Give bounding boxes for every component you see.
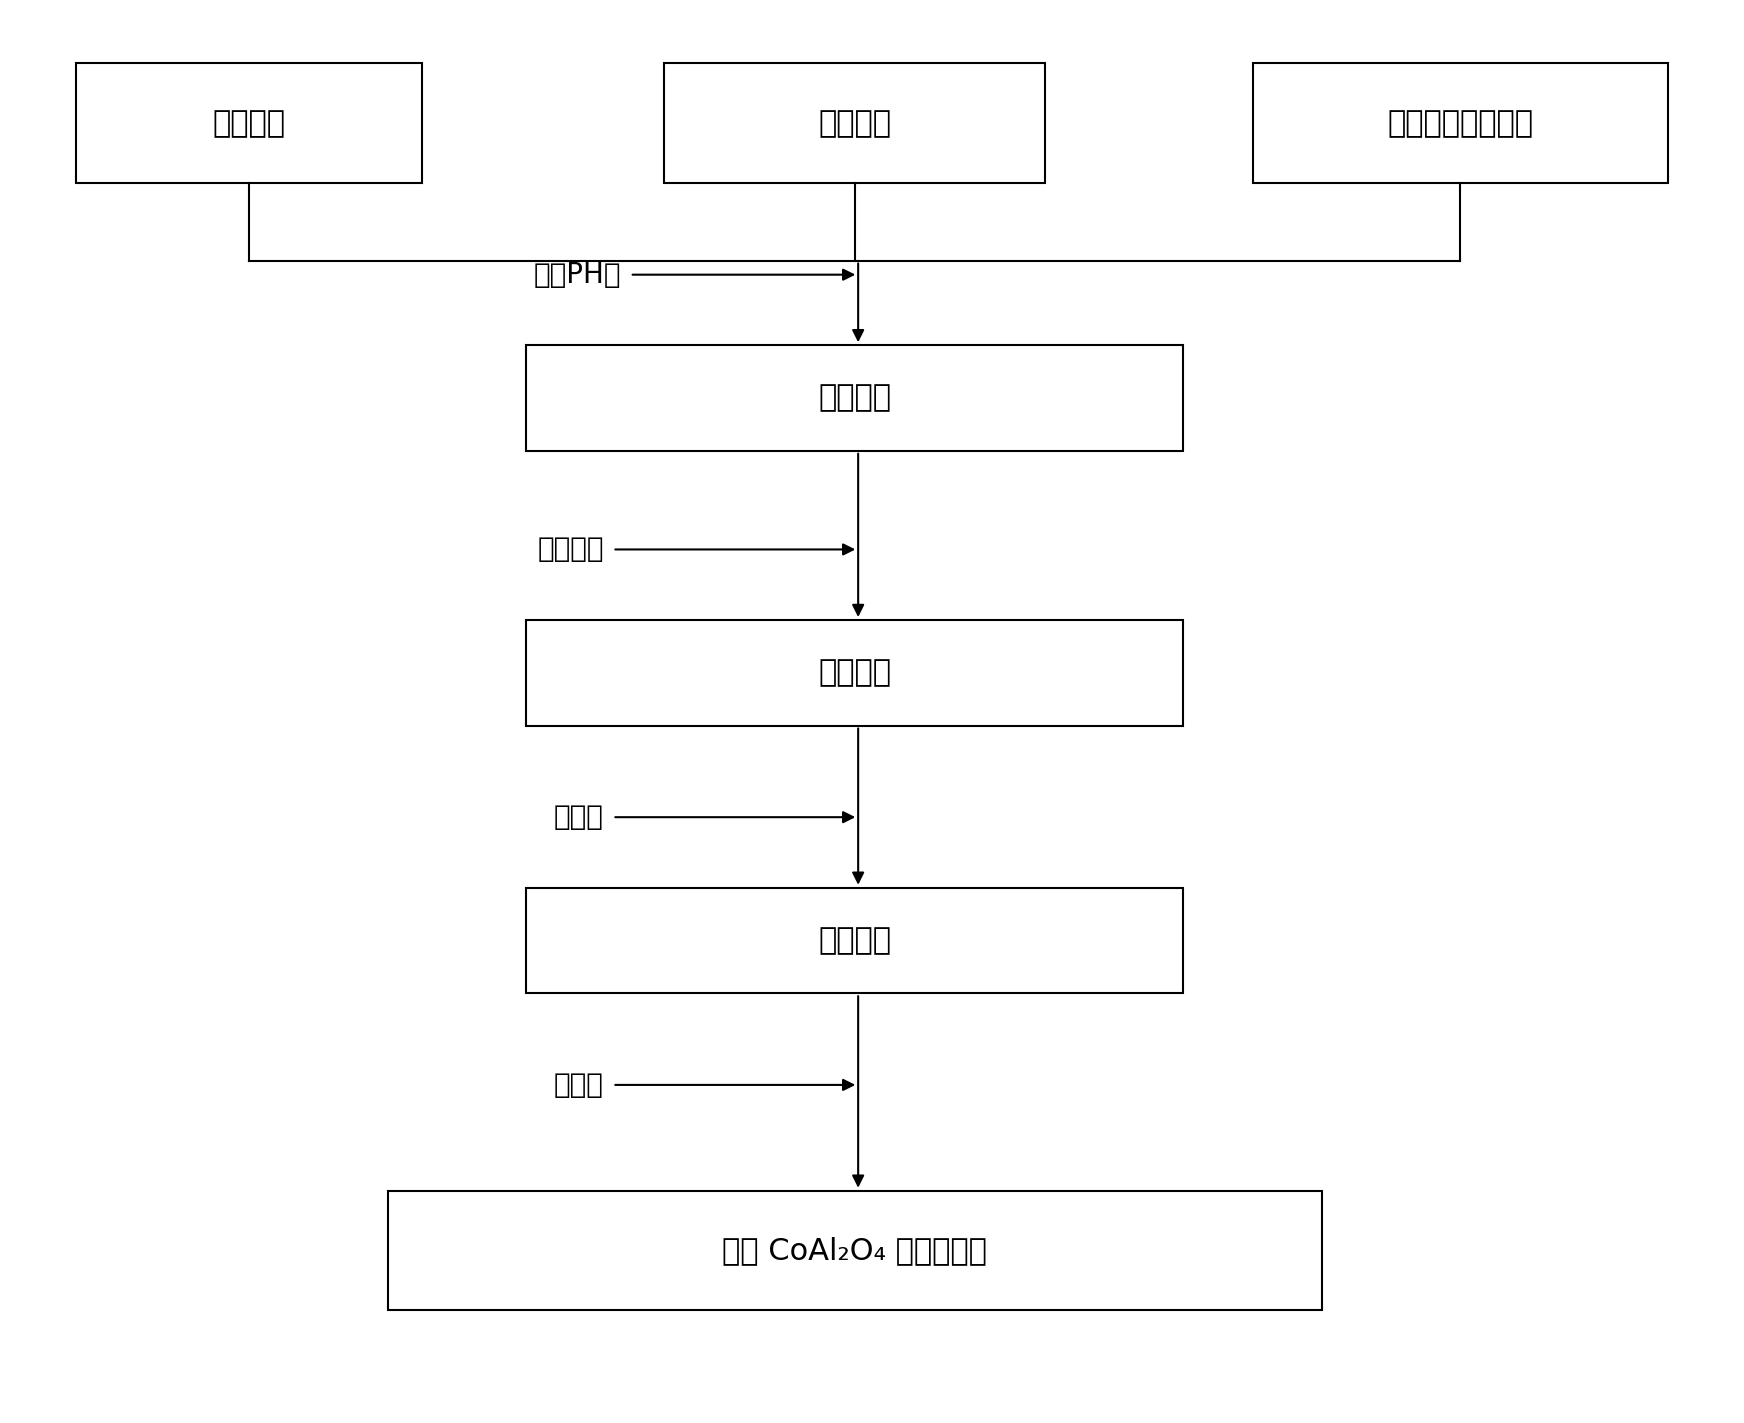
Text: 加热脱水: 加热脱水	[537, 535, 603, 564]
Text: 混合溶液: 混合溶液	[818, 383, 891, 413]
Text: 热处理: 热处理	[555, 1072, 603, 1099]
Text: 粘稠凝胶: 粘稠凝胶	[818, 659, 891, 687]
Bar	[1252, 63, 1667, 184]
Text: 调节PH值: 调节PH值	[534, 260, 621, 289]
Bar	[664, 63, 1045, 184]
Text: 白燃烧: 白燃烧	[555, 803, 603, 831]
Bar	[527, 346, 1184, 451]
Bar	[77, 63, 422, 184]
Text: 蓬松粉末: 蓬松粉末	[818, 926, 891, 955]
Text: 钴盐溶液: 钴盐溶液	[213, 108, 286, 138]
Bar	[387, 1191, 1322, 1311]
Text: 柠檬酸或尿素溶液: 柠檬酸或尿素溶液	[1386, 108, 1533, 138]
Bar	[527, 620, 1184, 726]
Bar	[527, 888, 1184, 993]
Text: 铝盐溶液: 铝盐溶液	[818, 108, 891, 138]
Text: 单相 CoAl₂O₄ 尖晶石粉末: 单相 CoAl₂O₄ 尖晶石粉末	[722, 1237, 987, 1265]
